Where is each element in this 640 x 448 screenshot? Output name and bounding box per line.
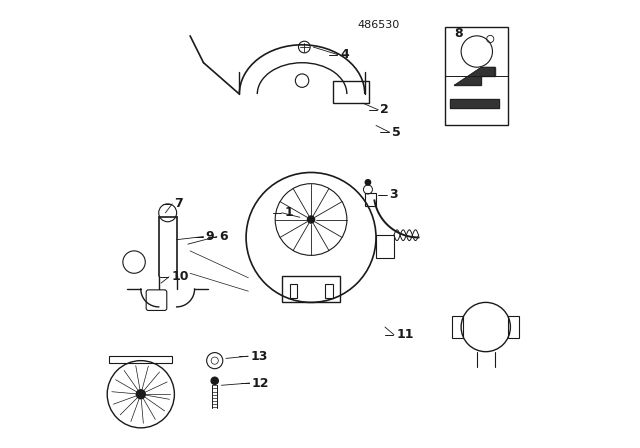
Circle shape xyxy=(211,377,218,384)
Text: 6: 6 xyxy=(220,230,228,243)
Bar xyxy=(282,276,340,302)
Text: 11: 11 xyxy=(396,328,413,341)
Text: 9: 9 xyxy=(206,230,214,243)
Circle shape xyxy=(136,390,145,399)
Bar xyxy=(325,284,333,298)
Circle shape xyxy=(365,180,371,185)
Text: 7: 7 xyxy=(174,197,183,211)
Text: 2: 2 xyxy=(380,103,389,116)
Text: 13: 13 xyxy=(251,349,268,363)
Bar xyxy=(508,316,520,338)
Bar xyxy=(289,284,297,298)
Bar xyxy=(452,316,463,338)
Circle shape xyxy=(307,216,315,223)
Bar xyxy=(445,27,508,125)
Bar xyxy=(365,193,376,206)
Bar xyxy=(109,356,172,363)
Text: 3: 3 xyxy=(389,188,398,202)
Text: 12: 12 xyxy=(252,376,269,390)
Text: 10: 10 xyxy=(172,270,189,284)
Bar xyxy=(376,235,394,258)
Text: 8: 8 xyxy=(454,27,463,40)
Text: 1: 1 xyxy=(284,206,293,220)
Polygon shape xyxy=(454,67,495,85)
Text: 4: 4 xyxy=(340,48,349,61)
Text: 5: 5 xyxy=(392,125,401,139)
Bar xyxy=(333,81,369,103)
Polygon shape xyxy=(450,99,499,108)
Text: 486530: 486530 xyxy=(357,20,399,30)
